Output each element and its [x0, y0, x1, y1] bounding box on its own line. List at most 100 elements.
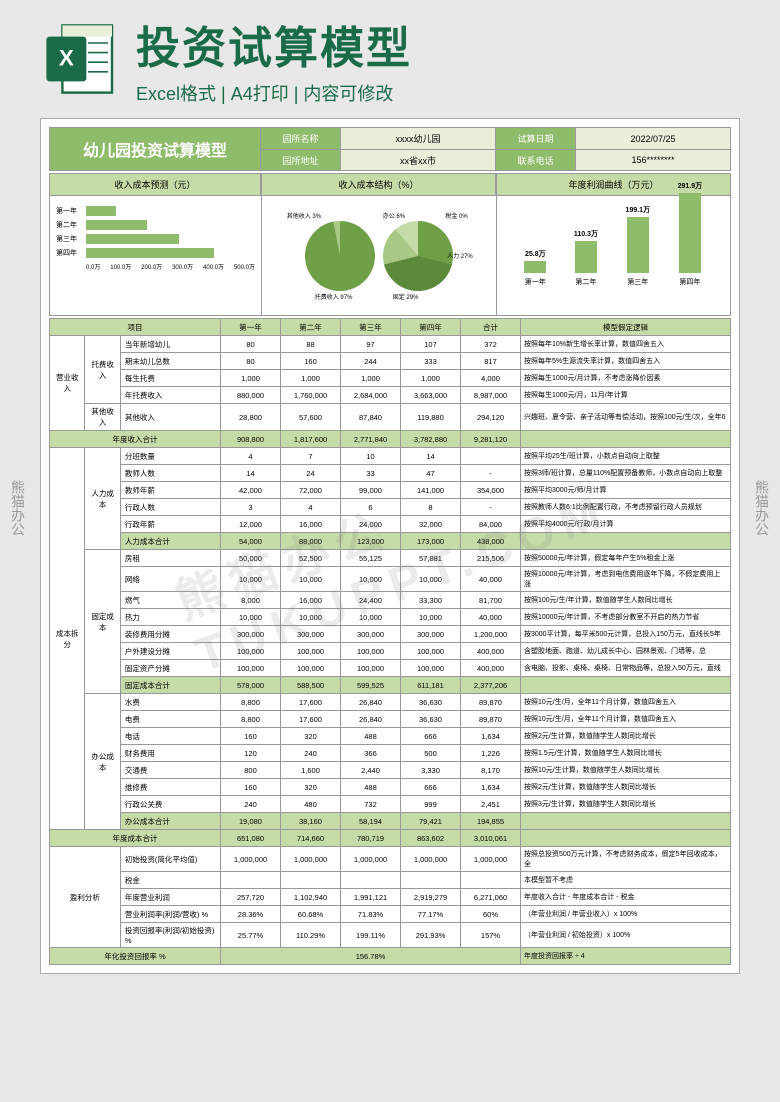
cell: 8	[401, 499, 461, 516]
meta-value: 156********	[576, 150, 730, 170]
row-label: 初始投资(简化平均值)	[120, 847, 220, 872]
cell-desc: 含电脑、投影、桌椅、桌椅、日常物品等，总投入50万元，直线	[521, 660, 731, 677]
cell: 320	[281, 779, 341, 796]
cell: 1,000,000	[401, 847, 461, 872]
row-label: 税金	[120, 872, 220, 889]
cell: 2,684,000	[341, 387, 401, 404]
col-header: 第三年	[341, 319, 401, 336]
cell	[281, 872, 341, 889]
cell-desc: 本模型暂不考虑	[521, 872, 731, 889]
cell-desc: 按照50000元/年计算，假定每年产生5%租金上涨	[521, 550, 731, 567]
cell: 40,000	[461, 567, 521, 592]
cell: 1,634	[461, 779, 521, 796]
cell: 10,000	[401, 609, 461, 626]
cell: 12,000	[221, 516, 281, 533]
row-label: 燃气	[120, 592, 220, 609]
category: 成本拆分	[50, 448, 85, 830]
cell: 80	[221, 353, 281, 370]
cell: 1,200,000	[461, 626, 521, 643]
cell-desc	[521, 677, 731, 694]
cell-desc: 按照每年10%新生增长率计算，数值四舍五入	[521, 336, 731, 353]
col-header: 项目	[50, 319, 221, 336]
hbar-fill	[86, 220, 147, 230]
pie-label: 办公 6%	[383, 211, 405, 220]
cell: 8,800	[221, 711, 281, 728]
cell: 24,000	[341, 516, 401, 533]
cell: 10,000	[341, 609, 401, 626]
cell: 81,700	[461, 592, 521, 609]
row-label: 装修费用分摊	[120, 626, 220, 643]
cell: 291.93%	[401, 923, 461, 948]
cell: 999	[401, 796, 461, 813]
cell: 10,000	[221, 609, 281, 626]
bar-chart: 25.8万第一年110.3万第二年199.1万第三年291.9万第四年	[497, 196, 731, 315]
cell: 8,987,000	[461, 387, 521, 404]
cell-desc: 按照总投资500万元计算，不考虑财务成本，假定5年回收成本，全	[521, 847, 731, 872]
svg-text:X: X	[59, 45, 74, 70]
col-header: 模型假定逻辑	[521, 319, 731, 336]
cell: 88	[281, 336, 341, 353]
cell-desc: 按照每生1000元/月，11月/年计算	[521, 387, 731, 404]
subcategory: 固定成本	[85, 550, 120, 694]
cell: 57,881	[401, 550, 461, 567]
row-label: 行政人数	[120, 499, 220, 516]
cell: 10,000	[281, 567, 341, 592]
cell: 438,000	[461, 533, 521, 550]
cell: 4,000	[461, 370, 521, 387]
cell: 110.29%	[281, 923, 341, 948]
cell: 244	[341, 353, 401, 370]
cell-desc: 按照3师/班计算，总量110%配置预备教师，小数点自动向上取整	[521, 465, 731, 482]
cell: 26,840	[341, 711, 401, 728]
cell: 2,919,279	[401, 889, 461, 906]
cell: 3,330	[401, 762, 461, 779]
meta-value: xx省xx市	[341, 150, 495, 170]
bar-value: 25.8万	[525, 249, 546, 259]
cell: 611,181	[401, 677, 461, 694]
cell: 157%	[461, 923, 521, 948]
hbar-fill	[86, 248, 214, 258]
cell: -	[461, 465, 521, 482]
model-title: 幼儿园投资试算模型	[49, 127, 261, 171]
cell: 4	[281, 499, 341, 516]
cell: 372	[461, 336, 521, 353]
excel-icon: X	[40, 19, 120, 99]
pie-label: 税金 0%	[445, 211, 467, 220]
row-label: 电话	[120, 728, 220, 745]
cell: 57,600	[281, 404, 341, 431]
cell: -	[461, 499, 521, 516]
cell: 10	[341, 448, 401, 465]
cell-desc: （年营业利润 / 年营业收入）x 100%	[521, 906, 731, 923]
cell: 6,271,060	[461, 889, 521, 906]
cell: 599,525	[341, 677, 401, 694]
row-label: 维修费	[120, 779, 220, 796]
pie-label: 其他收入 3%	[287, 211, 321, 220]
cell: 99,000	[341, 482, 401, 499]
cell: 80	[221, 336, 281, 353]
cell	[341, 872, 401, 889]
cell-desc: 按照10000元/年计算，不考虑部分教室不开启的热力节省	[521, 609, 731, 626]
row-label: 期末幼儿总数	[120, 353, 220, 370]
col-header: 第二年	[281, 319, 341, 336]
cell: 488	[341, 728, 401, 745]
cell: 300,000	[221, 626, 281, 643]
cell: 500	[401, 745, 461, 762]
cell: 666	[401, 779, 461, 796]
hbar-label: 第一年	[56, 206, 86, 216]
bar-label: 第四年	[679, 277, 700, 287]
cell: 25.77%	[221, 923, 281, 948]
hbar-label: 第四年	[56, 248, 86, 258]
cell: 120	[221, 745, 281, 762]
bar-value: 199.1万	[626, 205, 651, 215]
cell: 160	[221, 728, 281, 745]
cell: 47	[401, 465, 461, 482]
cell: 60.68%	[281, 906, 341, 923]
row-label: 房租	[120, 550, 220, 567]
cell-desc: 按照100元/生/年计算，数值随学生人数同比增长	[521, 592, 731, 609]
cell: 10,000	[341, 567, 401, 592]
row-label: 分班数量	[120, 448, 220, 465]
page-subtitle: Excel格式 | A4打印 | 内容可修改	[136, 80, 740, 106]
row-label: 教师人数	[120, 465, 220, 482]
cell: 17,600	[281, 711, 341, 728]
cell: 40,000	[461, 609, 521, 626]
row-label: 人力成本合计	[120, 533, 220, 550]
